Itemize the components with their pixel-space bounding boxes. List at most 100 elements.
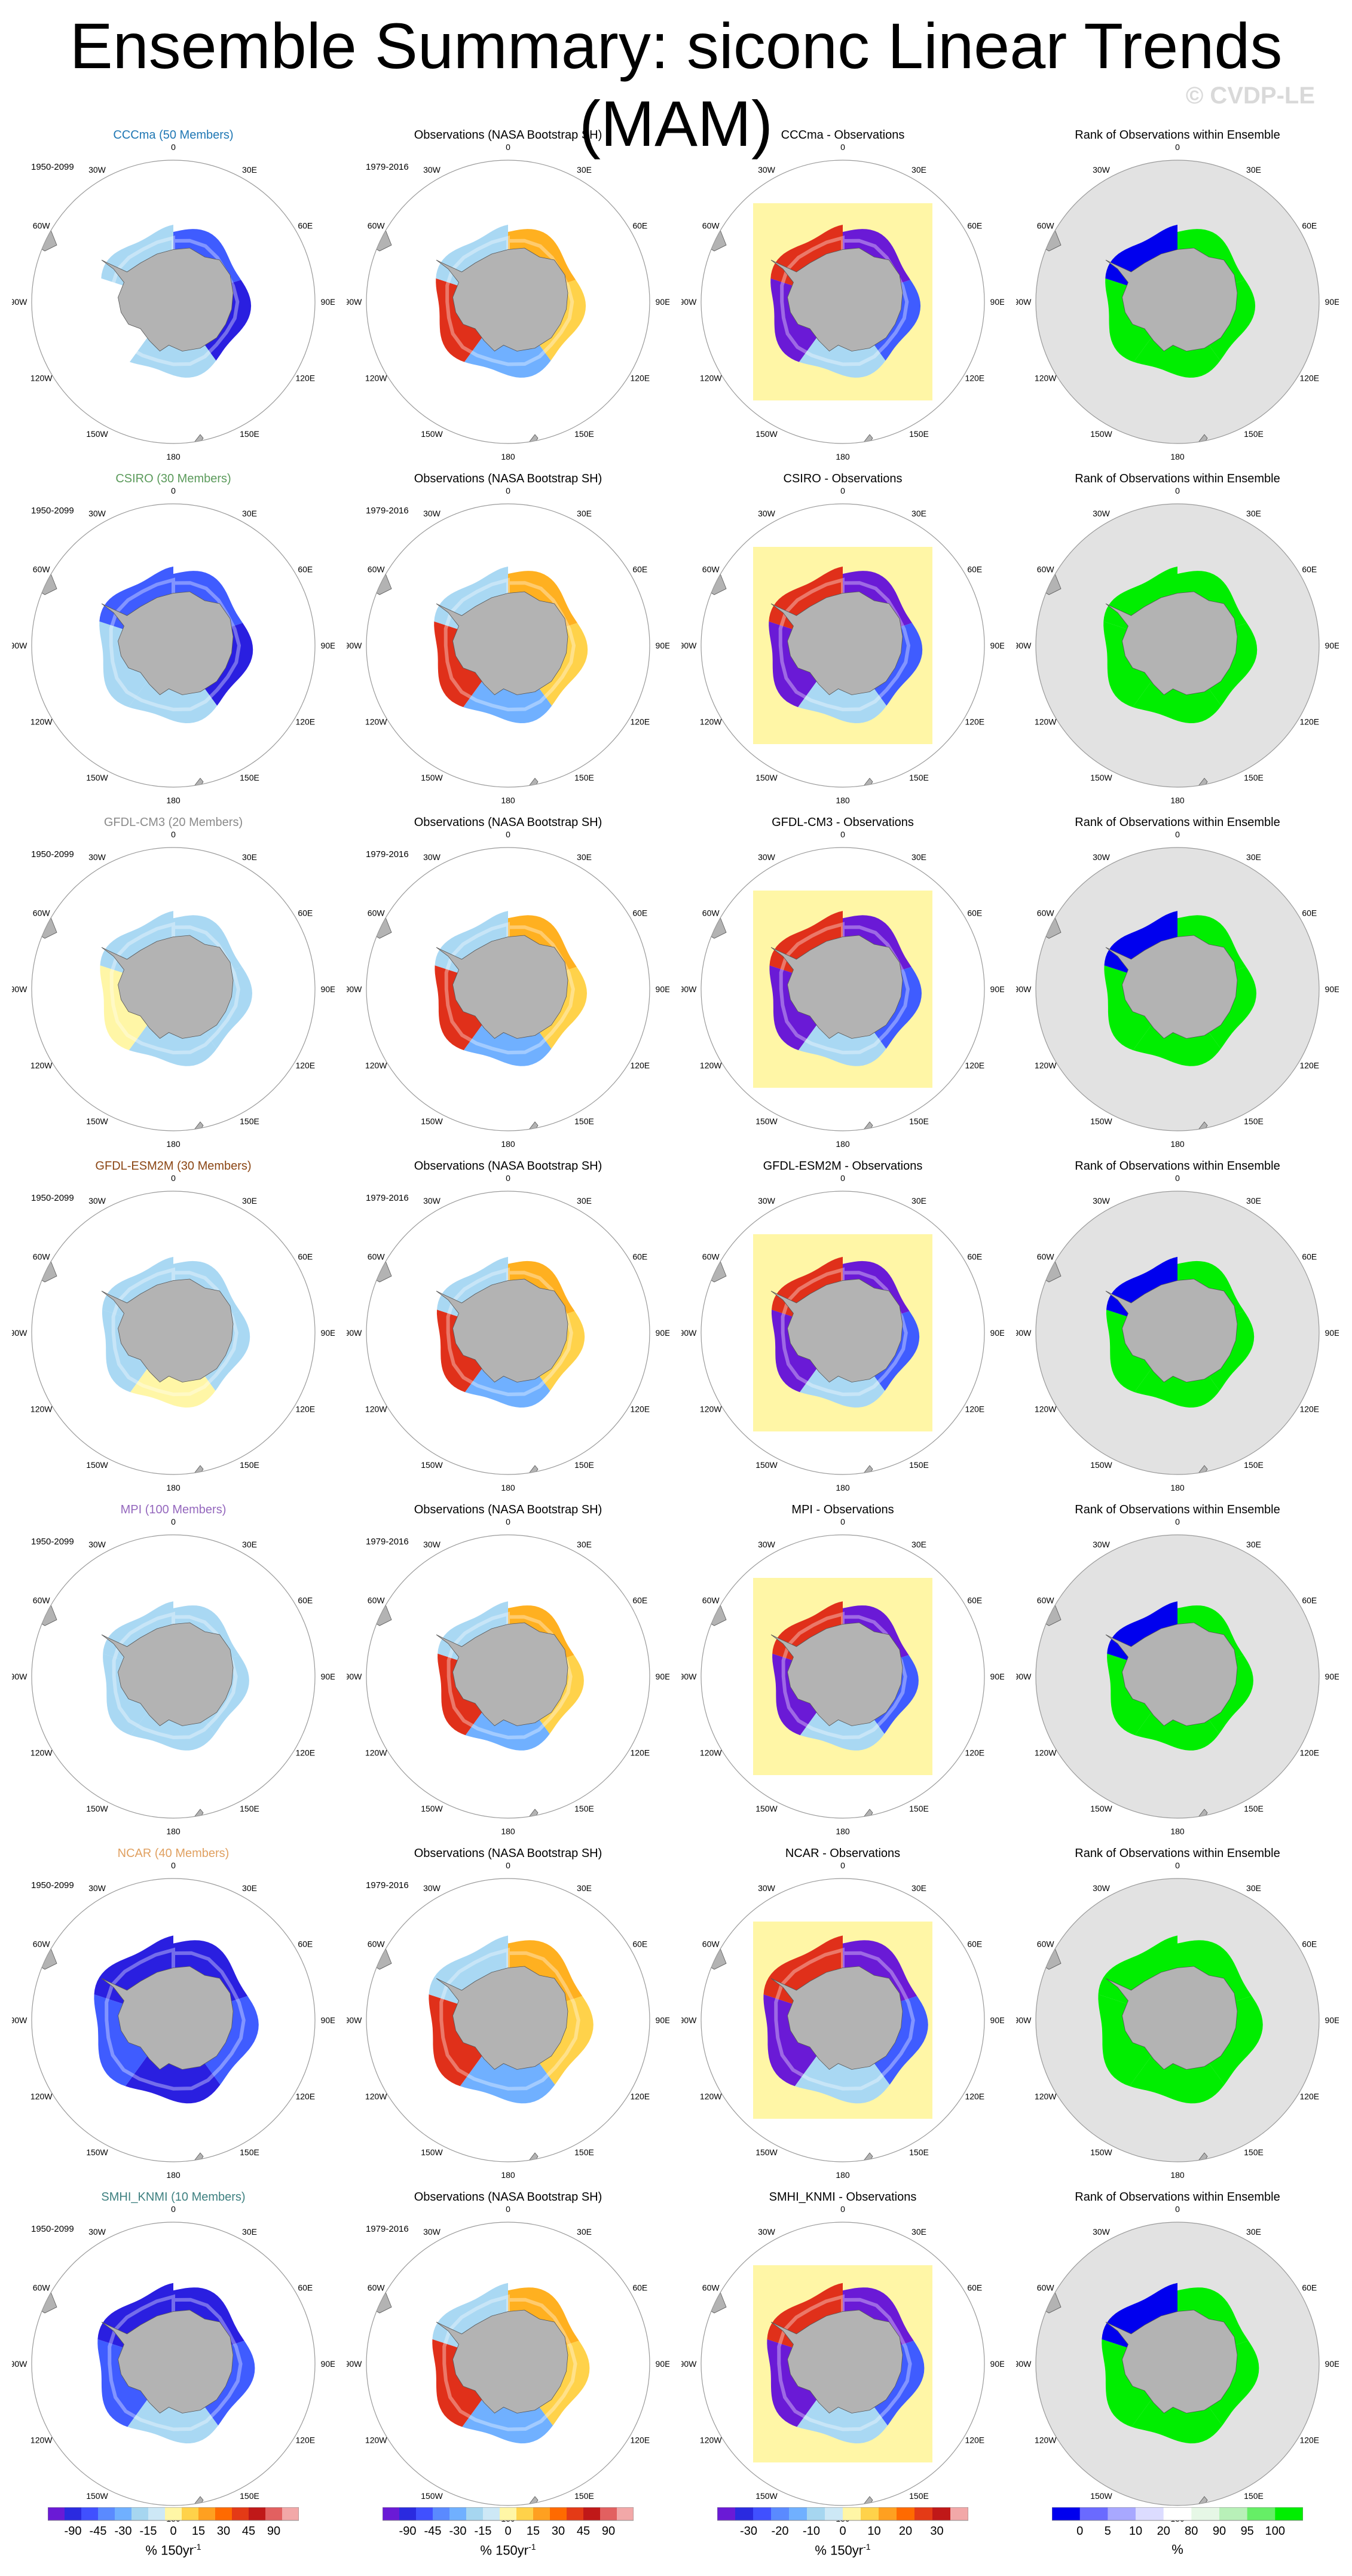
panel-title: CCCma (50 Members) — [113, 129, 234, 142]
map-boundary — [701, 847, 985, 1131]
colorbar-swatch — [735, 2507, 754, 2520]
grid-label: 120E — [965, 2092, 984, 2101]
grid-label: 120E — [965, 2436, 984, 2445]
map-boundary — [366, 503, 650, 788]
grid-label: 90W — [681, 2015, 697, 2025]
antarctica-land — [1105, 2309, 1238, 2414]
colorbar-title: % 150yr-1 — [480, 2542, 536, 2558]
grid-label: 150E — [240, 2147, 259, 2157]
grid-label: 30E — [911, 1540, 926, 1549]
map-boundary — [1035, 1534, 1320, 1819]
grid-label: 180 — [501, 1483, 515, 1492]
grid-label: 60E — [632, 908, 647, 918]
colorbar-label: -45 — [424, 2525, 442, 2538]
colorbar-swatch — [897, 2507, 915, 2520]
grid-label: 90E — [656, 2015, 669, 2025]
grid-label: 150E — [574, 1116, 594, 1126]
grid-label: 90E — [990, 2015, 1004, 2025]
map-boundary — [701, 1534, 985, 1819]
grid-label: 120W — [1035, 1748, 1057, 1758]
grid-label: 30E — [242, 165, 257, 175]
grid-label: 30W — [1093, 1883, 1111, 1893]
grid-label: 90E — [990, 984, 1004, 994]
panel-csiro-model: 0 30E 60E 90E 120E 150E 180 150W 120W 90W 60W 30W CS… — [12, 472, 335, 813]
colorbar-swatch — [1052, 2507, 1081, 2520]
colorbar-label: -20 — [772, 2525, 789, 2538]
ice-trend-region — [97, 2283, 173, 2353]
grid-label: 180 — [501, 452, 515, 461]
grid-label: 180 — [836, 1827, 850, 1836]
antarctica-land — [1105, 1278, 1238, 1383]
grid-label: 0 — [506, 142, 510, 152]
grid-label: 120E — [295, 717, 315, 727]
grid-label: 120E — [1299, 2436, 1319, 2445]
grid-label: 150E — [1244, 1804, 1264, 1813]
period-label: 1979-2016 — [366, 1537, 409, 1547]
new-zealand-land — [188, 434, 204, 443]
grid-label: 120E — [295, 1405, 315, 1414]
panel-cccma-diff: 0 30E 60E 90E 120E 150E 180 150W 120W 90W 60W 30W CC… — [681, 129, 1004, 469]
grid-label: 30E — [242, 852, 257, 862]
grid-label: 30E — [911, 1196, 926, 1206]
map-boundary — [31, 1191, 316, 1475]
colorbar-swatch — [249, 2507, 266, 2520]
grid-label: 120W — [1035, 1405, 1057, 1414]
grid-label: 150W — [86, 1460, 108, 1470]
period-label: 1950-2099 — [31, 2224, 74, 2234]
grid-label: 150W — [755, 1804, 778, 1813]
grid-label: 60W — [702, 221, 720, 231]
grid-label: 90W — [1016, 1672, 1032, 1681]
grid-label: 60W — [702, 1596, 720, 1605]
grid-label: 30E — [242, 2227, 257, 2237]
grid-label: 120W — [700, 1748, 722, 1758]
panel-gfdl-esm2m-rank: 0 30E 60E 90E 120E 150E 180 150W 120W 90W 60W 30W Ra… — [1016, 1159, 1339, 1500]
panel-smhi_knmi-obs: 030E60E90E120E150E180150W120W90W60W30WOb… — [347, 2190, 669, 2531]
colorbar-label: -15 — [475, 2525, 492, 2538]
grid-label: 30W — [88, 165, 106, 175]
ice-trend-region — [1098, 1994, 1157, 2087]
panel-title: Rank of Observations within Ensemble — [1075, 472, 1280, 485]
colorbar-label: 5 — [1105, 2525, 1111, 2538]
grid-label: 90E — [321, 1328, 335, 1338]
colorbar-swatch — [1275, 2507, 1304, 2520]
grid-label: 90E — [990, 1328, 1004, 1338]
grid-label: 120W — [1035, 2436, 1057, 2445]
grid-label: 150E — [240, 429, 259, 439]
grid-label: 120E — [630, 2436, 650, 2445]
grid-label: 150W — [755, 2147, 778, 2157]
map-boundary — [31, 847, 316, 1131]
antarctica-land — [436, 591, 568, 696]
colorbar-swatch — [232, 2507, 249, 2520]
new-zealand-land — [857, 1121, 873, 1131]
grid-label: 0 — [840, 1517, 845, 1526]
grid-label: 30W — [758, 2227, 776, 2237]
panel-title: Observations (NASA Bootstrap SH) — [414, 1847, 602, 1860]
grid-label: 90E — [1325, 297, 1339, 307]
grid-label: 0 — [840, 1861, 845, 1870]
grid-label: 150W — [86, 2491, 108, 2501]
period-label: 1979-2016 — [366, 1880, 409, 1890]
panel-mpi-obs: 0 30E 60E 90E 120E 150E 180 150W 120W 90W 60W 30W Ob… — [347, 1503, 669, 1844]
panel-title: Rank of Observations within Ensemble — [1075, 129, 1280, 142]
grid-label: 30E — [1246, 1196, 1261, 1206]
grid-label: 0 — [1175, 1173, 1180, 1183]
grid-label: 120W — [1035, 1061, 1057, 1070]
grid-label: 150W — [1090, 1116, 1112, 1126]
grid-label: 90W — [1016, 984, 1032, 994]
grid-label: 90E — [656, 297, 669, 307]
grid-label: 180 — [836, 1483, 850, 1492]
grid-label: 150W — [421, 773, 443, 782]
grid-label: 30W — [423, 2227, 441, 2237]
colorbar-label: -15 — [140, 2525, 157, 2538]
grid-label: 180 — [1170, 2170, 1185, 2180]
grid-label: 150E — [909, 1460, 929, 1470]
grid-label: 150E — [1244, 429, 1264, 439]
grid-label: 150W — [86, 429, 108, 439]
grid-label: 60W — [33, 1939, 51, 1949]
grid-label: 120E — [965, 717, 984, 727]
grid-label: 60W — [1037, 565, 1055, 574]
panel-title: CSIRO - Observations — [783, 472, 903, 485]
